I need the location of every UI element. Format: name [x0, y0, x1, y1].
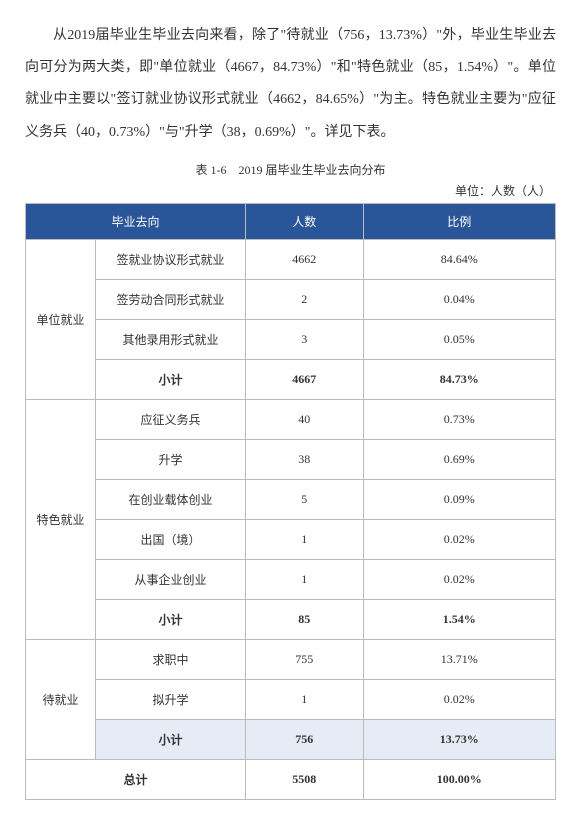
total-row: 总计5508100.00% [26, 759, 556, 799]
table-row: 出国（境）10.02% [26, 519, 556, 559]
subtotal-count: 756 [246, 719, 364, 759]
table-header-row: 毕业去向 人数 比例 [26, 203, 556, 239]
table-unit: 单位：人数（人） [25, 182, 556, 199]
count-cell: 4662 [246, 239, 364, 279]
ratio-cell: 0.04% [363, 279, 555, 319]
table-row: 从事企业创业10.02% [26, 559, 556, 599]
total-label: 总计 [26, 759, 246, 799]
table-row: 其他录用形式就业30.05% [26, 319, 556, 359]
ratio-cell: 0.09% [363, 479, 555, 519]
table-row: 单位就业签就业协议形式就业466284.64% [26, 239, 556, 279]
count-cell: 40 [246, 399, 364, 439]
subtotal-count: 85 [246, 599, 364, 639]
ratio-cell: 84.64% [363, 239, 555, 279]
count-cell: 1 [246, 679, 364, 719]
subtotal-ratio: 84.73% [363, 359, 555, 399]
table-row: 升学380.69% [26, 439, 556, 479]
ratio-cell: 0.02% [363, 519, 555, 559]
subcategory-cell: 求职中 [96, 639, 246, 679]
count-cell: 3 [246, 319, 364, 359]
table-caption: 表 1-6 2019 届毕业生毕业去向分布 [25, 161, 556, 178]
header-ratio: 比例 [363, 203, 555, 239]
category-cell: 单位就业 [26, 239, 96, 399]
table-row: 拟升学10.02% [26, 679, 556, 719]
ratio-cell: 0.73% [363, 399, 555, 439]
table-row: 待就业求职中75513.71% [26, 639, 556, 679]
total-count: 5508 [246, 759, 364, 799]
ratio-cell: 0.69% [363, 439, 555, 479]
header-count: 人数 [246, 203, 364, 239]
subcategory-cell: 签劳动合同形式就业 [96, 279, 246, 319]
subtotal-row: 小计466784.73% [26, 359, 556, 399]
subcategory-cell: 在创业载体创业 [96, 479, 246, 519]
count-cell: 2 [246, 279, 364, 319]
count-cell: 38 [246, 439, 364, 479]
count-cell: 1 [246, 519, 364, 559]
count-cell: 5 [246, 479, 364, 519]
destination-table: 毕业去向 人数 比例 单位就业签就业协议形式就业466284.64%签劳动合同形… [25, 203, 556, 800]
table-row: 特色就业应征义务兵400.73% [26, 399, 556, 439]
subcategory-cell: 出国（境） [96, 519, 246, 559]
ratio-cell: 0.02% [363, 559, 555, 599]
subcategory-cell: 其他录用形式就业 [96, 319, 246, 359]
category-cell: 特色就业 [26, 399, 96, 639]
subcategory-cell: 签就业协议形式就业 [96, 239, 246, 279]
ratio-cell: 0.05% [363, 319, 555, 359]
count-cell: 755 [246, 639, 364, 679]
subtotal-count: 4667 [246, 359, 364, 399]
subtotal-row: 小计851.54% [26, 599, 556, 639]
subcategory-cell: 从事企业创业 [96, 559, 246, 599]
subtotal-label: 小计 [96, 719, 246, 759]
category-cell: 待就业 [26, 639, 96, 759]
subtotal-row: 小计75613.73% [26, 719, 556, 759]
subcategory-cell: 升学 [96, 439, 246, 479]
subcategory-cell: 应征义务兵 [96, 399, 246, 439]
table-row: 在创业载体创业50.09% [26, 479, 556, 519]
intro-paragraph: 从2019届毕业生毕业去向来看，除了"待就业（756，13.73%）"外，毕业生… [25, 20, 556, 149]
ratio-cell: 0.02% [363, 679, 555, 719]
subtotal-ratio: 13.73% [363, 719, 555, 759]
subtotal-ratio: 1.54% [363, 599, 555, 639]
subtotal-label: 小计 [96, 599, 246, 639]
header-dest: 毕业去向 [26, 203, 246, 239]
subcategory-cell: 拟升学 [96, 679, 246, 719]
table-row: 签劳动合同形式就业20.04% [26, 279, 556, 319]
count-cell: 1 [246, 559, 364, 599]
total-ratio: 100.00% [363, 759, 555, 799]
ratio-cell: 13.71% [363, 639, 555, 679]
subtotal-label: 小计 [96, 359, 246, 399]
